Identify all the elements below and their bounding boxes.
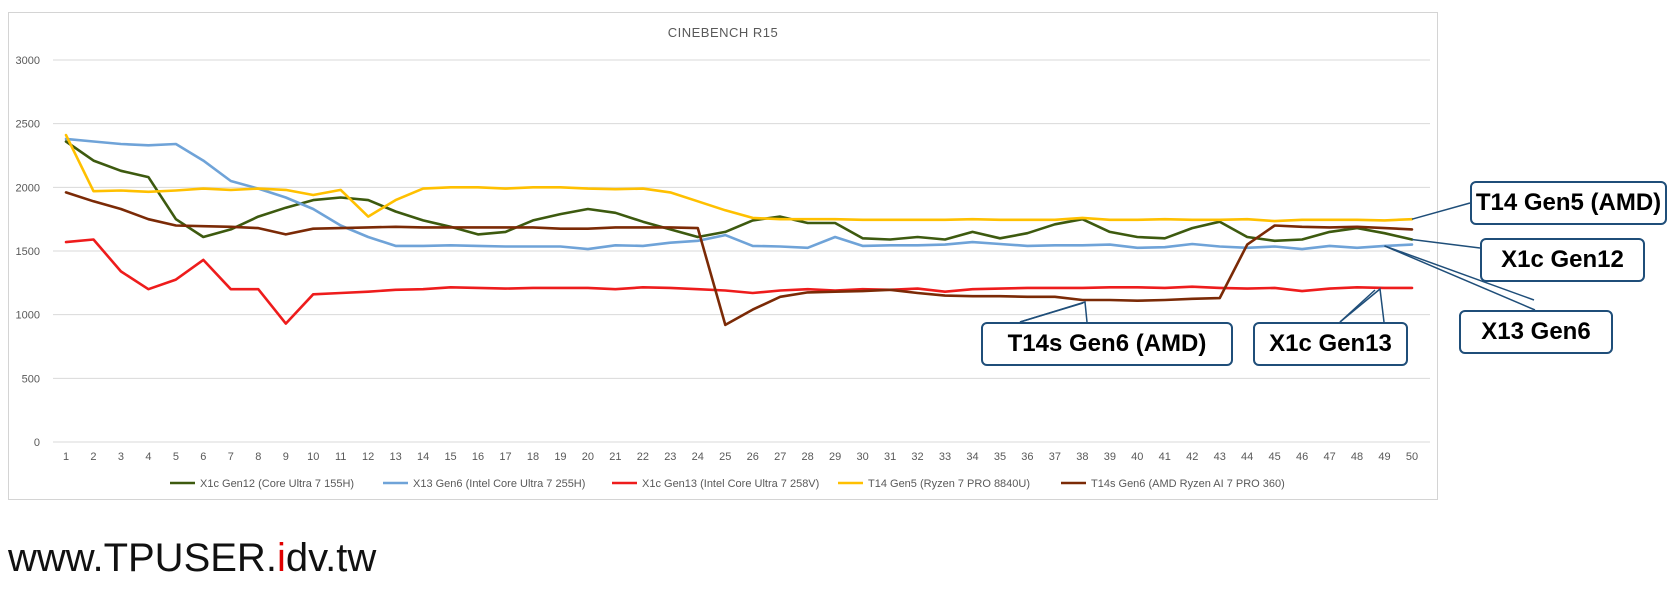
y-tick-label: 500 [22, 373, 40, 385]
x-tick-label: 3 [118, 451, 124, 463]
leader-x1c-gen13-shape [1339, 287, 1385, 323]
x-tick-label: 38 [1076, 451, 1088, 463]
x-tick-label: 25 [719, 451, 731, 463]
x-tick-label: 6 [200, 451, 206, 463]
x-tick-label: 10 [307, 451, 319, 463]
x-tick-label: 37 [1049, 451, 1061, 463]
x-tick-label: 32 [911, 451, 923, 463]
x-tick-label: 34 [966, 451, 978, 463]
x-tick-label: 2 [90, 451, 96, 463]
x-tick-label: 22 [637, 451, 649, 463]
x-tick-label: 49 [1378, 451, 1390, 463]
x-tick-label: 28 [802, 451, 814, 463]
x-tick-label: 40 [1131, 451, 1143, 463]
x-tick-label: 13 [390, 451, 402, 463]
x-tick-label: 14 [417, 451, 429, 463]
leader-t14-gen5 [1411, 202, 1471, 220]
series-line-0 [64, 140, 1414, 243]
y-axis-ticks: 0 500 1000 1500 2000 2500 3000 [16, 55, 40, 449]
y-tick-label: 1000 [16, 310, 40, 322]
x-tick-label: 36 [1021, 451, 1033, 463]
x-tick-label: 48 [1351, 451, 1363, 463]
callout-t14s-gen6: T14s Gen6 (AMD) [981, 322, 1233, 366]
x-tick-label: 43 [1214, 451, 1226, 463]
x-tick-label: 15 [444, 451, 456, 463]
x-tick-label: 23 [664, 451, 676, 463]
x-tick-label: 33 [939, 451, 951, 463]
watermark-part1: www.TPUSER. [8, 536, 277, 580]
callout-leader-lines [1019, 202, 1536, 323]
x-tick-label: 46 [1296, 451, 1308, 463]
x-tick-label: 44 [1241, 451, 1253, 463]
y-tick-label: 0 [34, 437, 40, 449]
x-tick-label: 50 [1406, 451, 1418, 463]
series-line-1 [64, 137, 1414, 251]
chart-frame [8, 12, 1438, 500]
watermark-url: www.TPUSER.idv.tw [8, 536, 376, 581]
x-tick-label: 42 [1186, 451, 1198, 463]
x-axis-ticks: 1 2 3 4 5 6 7 8 9 10 11 12 13 14 15 16 17 18 19 20 21 22 23 24 2… [63, 451, 1418, 463]
chart-title: CINEBENCH R15 [668, 25, 779, 40]
x-tick-label: 1 [63, 451, 69, 463]
x-tick-label: 8 [255, 451, 261, 463]
callout-t14-gen5: T14 Gen5 (AMD) [1470, 181, 1667, 225]
leader-t14s-gen6-shape [1019, 301, 1088, 323]
x-tick-label: 7 [228, 451, 234, 463]
x-tick-label: 20 [582, 451, 594, 463]
watermark-part2: i [276, 536, 286, 580]
watermark-part3: dv.tw [285, 536, 377, 580]
legend-label-2: X1c Gen13 (Intel Core Ultra 7 258V) [642, 478, 819, 490]
y-tick-label: 2500 [16, 119, 40, 131]
x-tick-label: 11 [335, 451, 346, 463]
callout-x1c-gen12: X1c Gen12 [1480, 238, 1645, 282]
legend-label-0: X1c Gen12 (Core Ultra 7 155H) [200, 478, 354, 490]
callout-x1c-gen13: X1c Gen13 [1253, 322, 1408, 366]
legend-label-4: T14s Gen6 (AMD Ryzen AI 7 PRO 360) [1091, 478, 1285, 490]
x-tick-label: 47 [1323, 451, 1335, 463]
callout-x13-gen6: X13 Gen6 [1459, 310, 1613, 354]
x-tick-label: 24 [692, 451, 704, 463]
x-tick-label: 29 [829, 451, 841, 463]
x-tick-label: 30 [856, 451, 868, 463]
x-tick-label: 45 [1269, 451, 1281, 463]
x-tick-label: 21 [609, 451, 621, 463]
y-tick-label: 2000 [16, 182, 40, 194]
x-tick-label: 31 [884, 451, 896, 463]
y-tick-label: 1500 [16, 246, 40, 258]
legend: X1c Gen12 (Core Ultra 7 155H) X13 Gen6 (I… [170, 478, 1285, 490]
x-tick-label: 9 [283, 451, 289, 463]
series-line-2 [64, 238, 1414, 325]
leader-x13-gen6 [1384, 245, 1536, 311]
x-tick-label: 12 [362, 451, 374, 463]
x-tick-label: 39 [1104, 451, 1116, 463]
x-tick-label: 16 [472, 451, 484, 463]
x-tick-label: 5 [173, 451, 179, 463]
x-tick-label: 19 [554, 451, 566, 463]
leader-x1c-gen12 [1411, 238, 1481, 249]
legend-label-1: X13 Gen6 (Intel Core Ultra 7 255H) [413, 478, 585, 490]
x-tick-label: 27 [774, 451, 786, 463]
x-tick-label: 18 [527, 451, 539, 463]
series-line-3 [64, 133, 1414, 223]
x-tick-label: 17 [499, 451, 511, 463]
x-tick-label: 35 [994, 451, 1006, 463]
series-line-4 [64, 191, 1414, 327]
gridlines [53, 59, 1430, 443]
leader-x13-gen6-b [1384, 245, 1535, 301]
x-tick-label: 4 [145, 451, 151, 463]
x-tick-label: 26 [747, 451, 759, 463]
y-tick-label: 3000 [16, 55, 40, 67]
x-tick-label: 41 [1159, 451, 1171, 463]
series-lines [64, 133, 1414, 327]
legend-label-3: T14 Gen5 (Ryzen 7 PRO 8840U) [868, 478, 1030, 490]
